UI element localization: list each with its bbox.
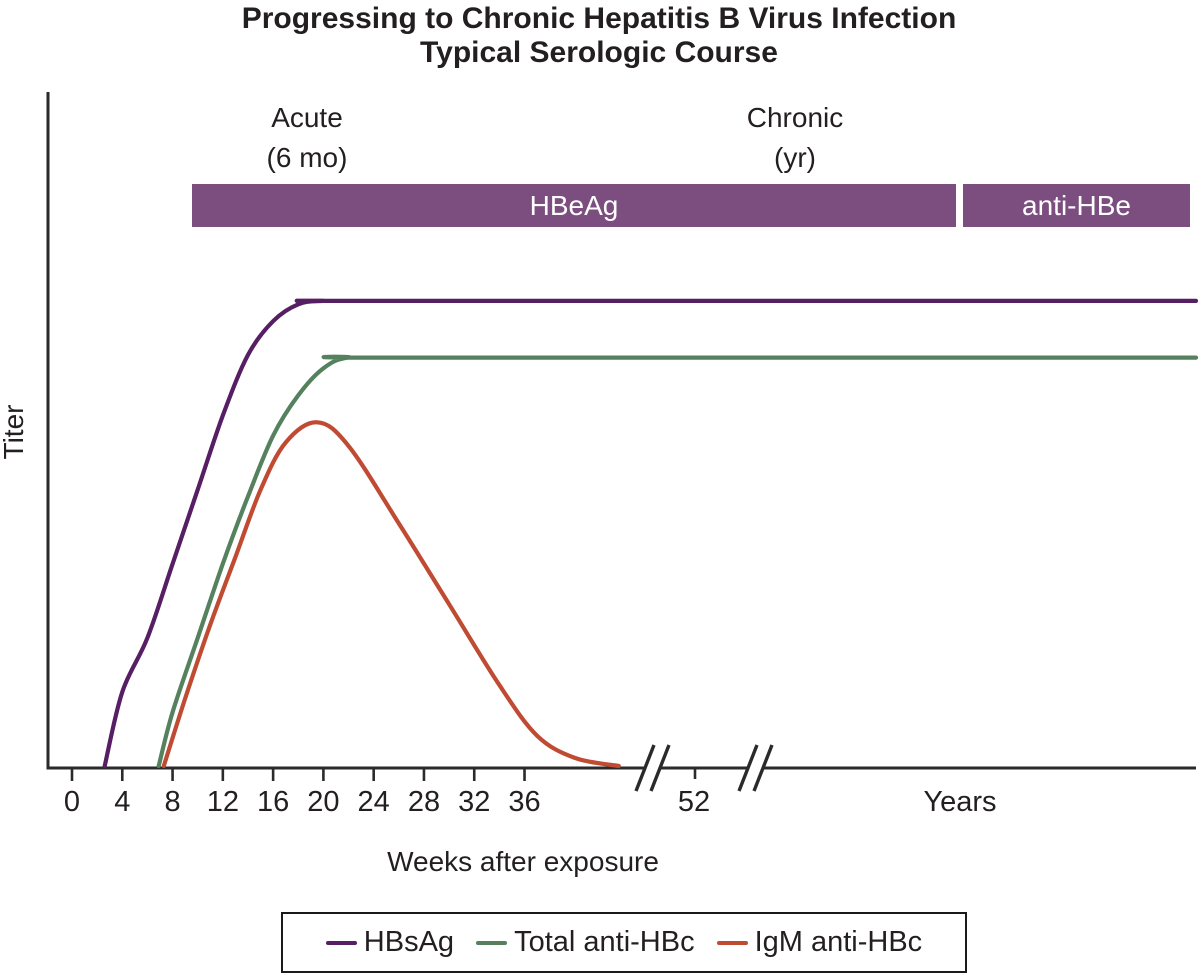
axis-break-slash-1-1 bbox=[752, 744, 774, 792]
phase-acute-line1: Acute bbox=[271, 102, 343, 133]
phase-chronic-line1: Chronic bbox=[746, 102, 844, 133]
legend-item-hbsag: HBsAg bbox=[325, 926, 455, 959]
curve-total-anti-hbc bbox=[156, 354, 1198, 769]
axis-break-slash-0-1 bbox=[649, 744, 671, 792]
anti-hbe-period-bar: anti-HBe bbox=[963, 184, 1190, 227]
legend: HBsAg Total anti-HBc IgM anti-HBc bbox=[281, 912, 967, 973]
hbeag-period-bar: HBeAg bbox=[192, 184, 956, 227]
anti-hbe-bar-label: anti-HBe bbox=[1022, 189, 1131, 221]
phase-label-acute: Acute (6 mo) bbox=[267, 98, 348, 178]
igm-anti-hbc-line-swatch bbox=[716, 940, 748, 945]
x-tick-label-52: 52 bbox=[677, 786, 711, 818]
hbeag-bar-label: HBeAg bbox=[529, 189, 619, 221]
axis-break-gap-0 bbox=[645, 765, 660, 771]
chart-title: Progressing to Chronic Hepatitis B Virus… bbox=[0, 2, 1198, 70]
x-tick-label-4: 4 bbox=[114, 786, 131, 818]
legend-item-total-anti-hbc: Total anti-HBc bbox=[476, 926, 695, 959]
curve-hbsag bbox=[102, 298, 1198, 769]
x-tick-label-16: 16 bbox=[256, 786, 290, 818]
hbsag-line-swatch bbox=[325, 940, 357, 945]
axes bbox=[46, 92, 1196, 770]
phase-acute-line2: (6 mo) bbox=[266, 142, 348, 173]
legend-item-igm-anti-hbc: IgM anti-HBc bbox=[716, 926, 923, 959]
x-tick-label-0: 0 bbox=[63, 786, 81, 818]
x-tick-label-12: 12 bbox=[206, 786, 239, 818]
x-tick-label-36: 36 bbox=[508, 786, 541, 818]
x-tick-label-32: 32 bbox=[458, 786, 491, 818]
phase-chronic-line2: (yr) bbox=[774, 142, 816, 173]
curve-igm-anti-hbc bbox=[161, 420, 621, 769]
x-tick-label-8: 8 bbox=[164, 786, 181, 818]
phase-label-chronic: Chronic (yr) bbox=[747, 98, 843, 178]
x-axis-years-label: Years bbox=[923, 786, 997, 818]
axis-break-gap-1 bbox=[748, 765, 763, 771]
axis-break-slash-0-0 bbox=[634, 744, 656, 792]
chart-title-line2: Typical Serologic Course bbox=[420, 36, 778, 69]
axis-break-slash-1-0 bbox=[737, 744, 759, 792]
total-anti-hbc-line-swatch bbox=[476, 940, 508, 945]
chart-title-line1: Progressing to Chronic Hepatitis B Virus… bbox=[241, 2, 957, 35]
legend-label-igm-anti-hbc: IgM anti-HBc bbox=[754, 926, 923, 958]
x-tick-label-28: 28 bbox=[407, 786, 441, 818]
y-axis-label: Titer bbox=[0, 404, 29, 460]
x-tick-label-24: 24 bbox=[357, 786, 390, 818]
x-tick-label-20: 20 bbox=[307, 786, 340, 818]
legend-label-hbsag: HBsAg bbox=[363, 926, 455, 958]
legend-label-total-anti-hbc: Total anti-HBc bbox=[514, 926, 695, 958]
x-axis-title: Weeks after exposure bbox=[387, 846, 659, 877]
